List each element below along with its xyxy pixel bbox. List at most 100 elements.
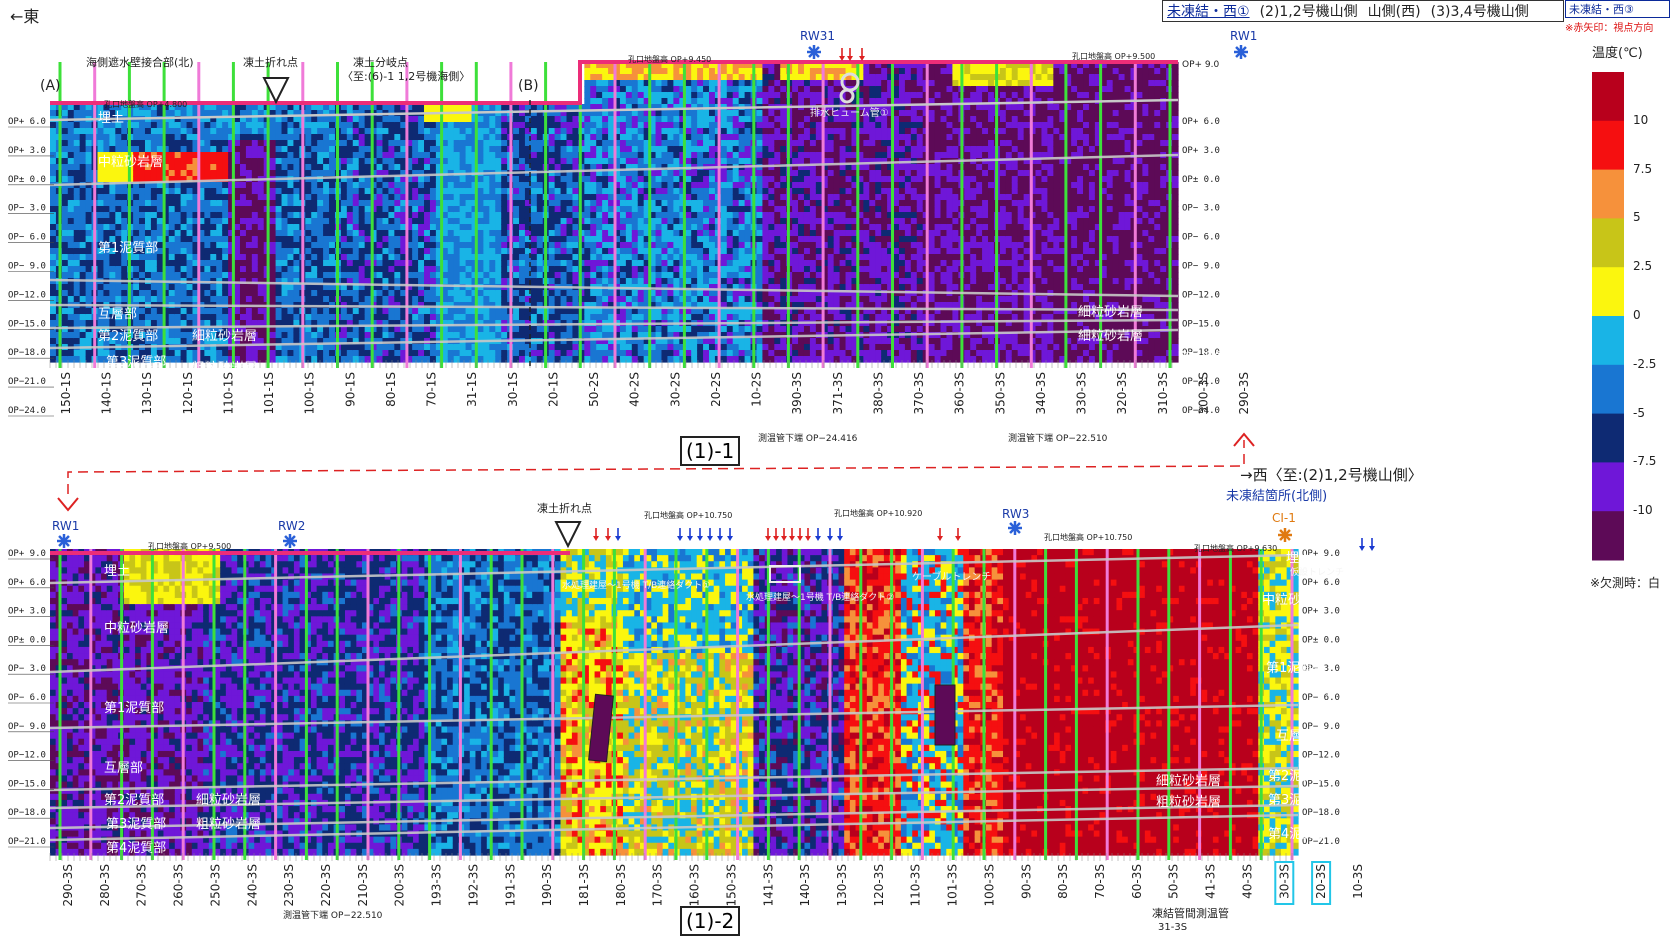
heat-cell: [460, 212, 467, 219]
heat-cell: [555, 266, 562, 273]
heat-cell: [359, 296, 366, 303]
heat-cell: [430, 272, 437, 279]
heat-cell: [685, 278, 692, 285]
heat-cell: [691, 134, 698, 141]
heat-cell: [572, 206, 579, 213]
heat-cell: [86, 164, 93, 171]
heat-cell: [549, 128, 556, 135]
heat-cell: [240, 134, 247, 141]
heat-cell: [270, 230, 277, 237]
heat-cell: [584, 194, 591, 201]
heat-cell: [68, 236, 75, 243]
heat-cell: [489, 254, 496, 261]
heat-cell: [673, 92, 680, 99]
heat-cell: [466, 254, 473, 261]
heat-cell: [519, 182, 526, 189]
heat-cell: [311, 188, 318, 195]
heat-cell: [501, 188, 508, 195]
heat-cell: [287, 284, 294, 291]
heat-cell: [697, 128, 704, 135]
heat-cell: [596, 212, 603, 219]
heat-cell: [513, 308, 520, 315]
heat-cell: [359, 164, 366, 171]
heat-cell: [620, 146, 627, 153]
heat-cell: [584, 92, 591, 99]
heat-cell: [68, 218, 75, 225]
heat-cell: [68, 242, 75, 249]
heat-cell: [388, 224, 395, 231]
heat-cell: [549, 272, 556, 279]
heat-cell: [169, 134, 176, 141]
heat-cell: [157, 230, 164, 237]
heat-cell: [632, 146, 639, 153]
heat-cell: [489, 134, 496, 141]
heat-cell: [495, 296, 502, 303]
heat-cell: [50, 332, 57, 339]
heat-cell: [234, 122, 241, 129]
heat-cell: [103, 266, 110, 273]
heat-cell: [365, 182, 372, 189]
heat-cell: [703, 224, 710, 231]
heat-cell: [97, 194, 104, 201]
heat-cell: [270, 200, 277, 207]
heat-cell: [483, 242, 490, 249]
heat-cell: [388, 242, 395, 249]
heat-cell: [418, 182, 425, 189]
heat-cell: [424, 314, 431, 321]
heat-cell: [584, 182, 591, 189]
heat-cell: [460, 236, 467, 243]
heat-cell: [293, 206, 300, 213]
heat-cell: [561, 314, 568, 321]
heat-cell: [377, 206, 384, 213]
heat-cell: [513, 356, 520, 363]
heat-cell: [513, 326, 520, 333]
heat-cell: [632, 326, 639, 333]
heat-cell: [175, 356, 182, 363]
heat-cell: [596, 278, 603, 285]
heat-cell: [561, 188, 568, 195]
heat-cell: [495, 152, 502, 159]
heat-cell: [80, 200, 87, 207]
heat-cell: [311, 296, 318, 303]
heat-cell: [477, 146, 484, 153]
heat-cell: [590, 74, 597, 81]
heat-cell: [187, 134, 194, 141]
heat-cell: [287, 236, 294, 243]
heat-cell: [187, 350, 194, 357]
heat-cell: [50, 296, 57, 303]
heat-cell: [513, 272, 520, 279]
heat-cell: [685, 290, 692, 297]
heat-cell: [222, 242, 229, 249]
heat-cell: [240, 206, 247, 213]
heat-cell: [365, 200, 372, 207]
heat-cell: [240, 350, 247, 357]
heat-cell: [68, 290, 75, 297]
heat-cell: [341, 224, 348, 231]
heat-cell: [424, 332, 431, 339]
heat-cell: [477, 242, 484, 249]
heat-cell: [139, 140, 146, 147]
heat-cell: [567, 254, 574, 261]
heat-cell: [353, 200, 360, 207]
heat-cell: [187, 182, 194, 189]
heat-cell: [169, 152, 176, 159]
heat-cell: [329, 128, 336, 135]
heat-cell: [667, 242, 674, 249]
heat-cell: [86, 170, 93, 177]
heat-cell: [709, 194, 716, 201]
heat-cell: [80, 188, 87, 195]
heat-cell: [377, 164, 384, 171]
heat-cell: [329, 296, 336, 303]
heat-cell: [632, 128, 639, 135]
heat-cell: [388, 212, 395, 219]
heat-cell: [181, 182, 188, 189]
heat-cell: [329, 236, 336, 243]
heat-cell: [115, 146, 122, 153]
heat-cell: [567, 224, 574, 231]
heat-cell: [418, 314, 425, 321]
heat-cell: [501, 218, 508, 225]
heat-cell: [74, 248, 81, 255]
heat-cell: [572, 212, 579, 219]
heat-cell: [341, 236, 348, 243]
heat-cell: [222, 254, 229, 261]
